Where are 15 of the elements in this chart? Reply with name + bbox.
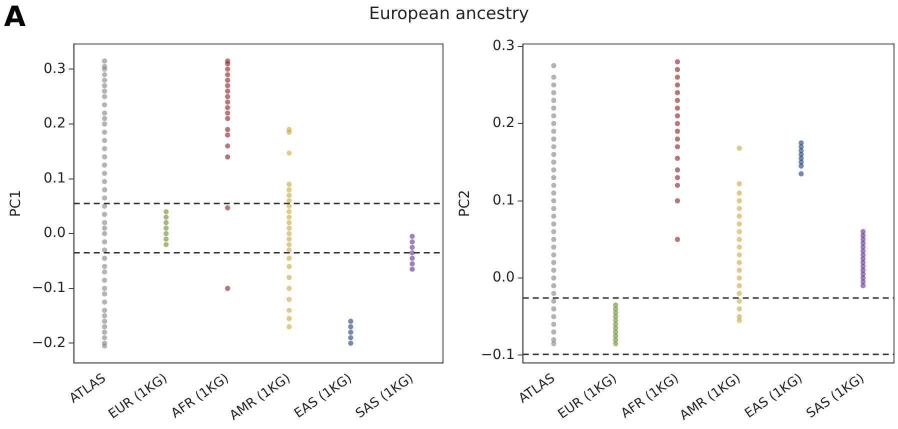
y-tick-label: 0.1	[44, 170, 66, 186]
y-axis-title: PC1	[8, 190, 24, 218]
y-tick-label: 0.1	[492, 192, 515, 208]
y-tick-label: 0.2	[492, 115, 515, 132]
y-tick-label: −0.1	[480, 346, 515, 363]
y-axis-title: PC2	[457, 190, 474, 218]
y-tick-label: −0.1	[32, 280, 66, 296]
y-tick-label: 0.0	[492, 270, 515, 286]
y-tick-label: 0.2	[44, 116, 66, 132]
y-tick-label: 0.3	[44, 60, 66, 77]
y-tick-label: 0.0	[44, 225, 66, 242]
chart-title: European ancestry	[369, 4, 529, 24]
y-tick-label: −0.2	[32, 334, 66, 351]
y-tick-label: 0.3	[492, 38, 515, 54]
text: A	[4, 0, 26, 33]
